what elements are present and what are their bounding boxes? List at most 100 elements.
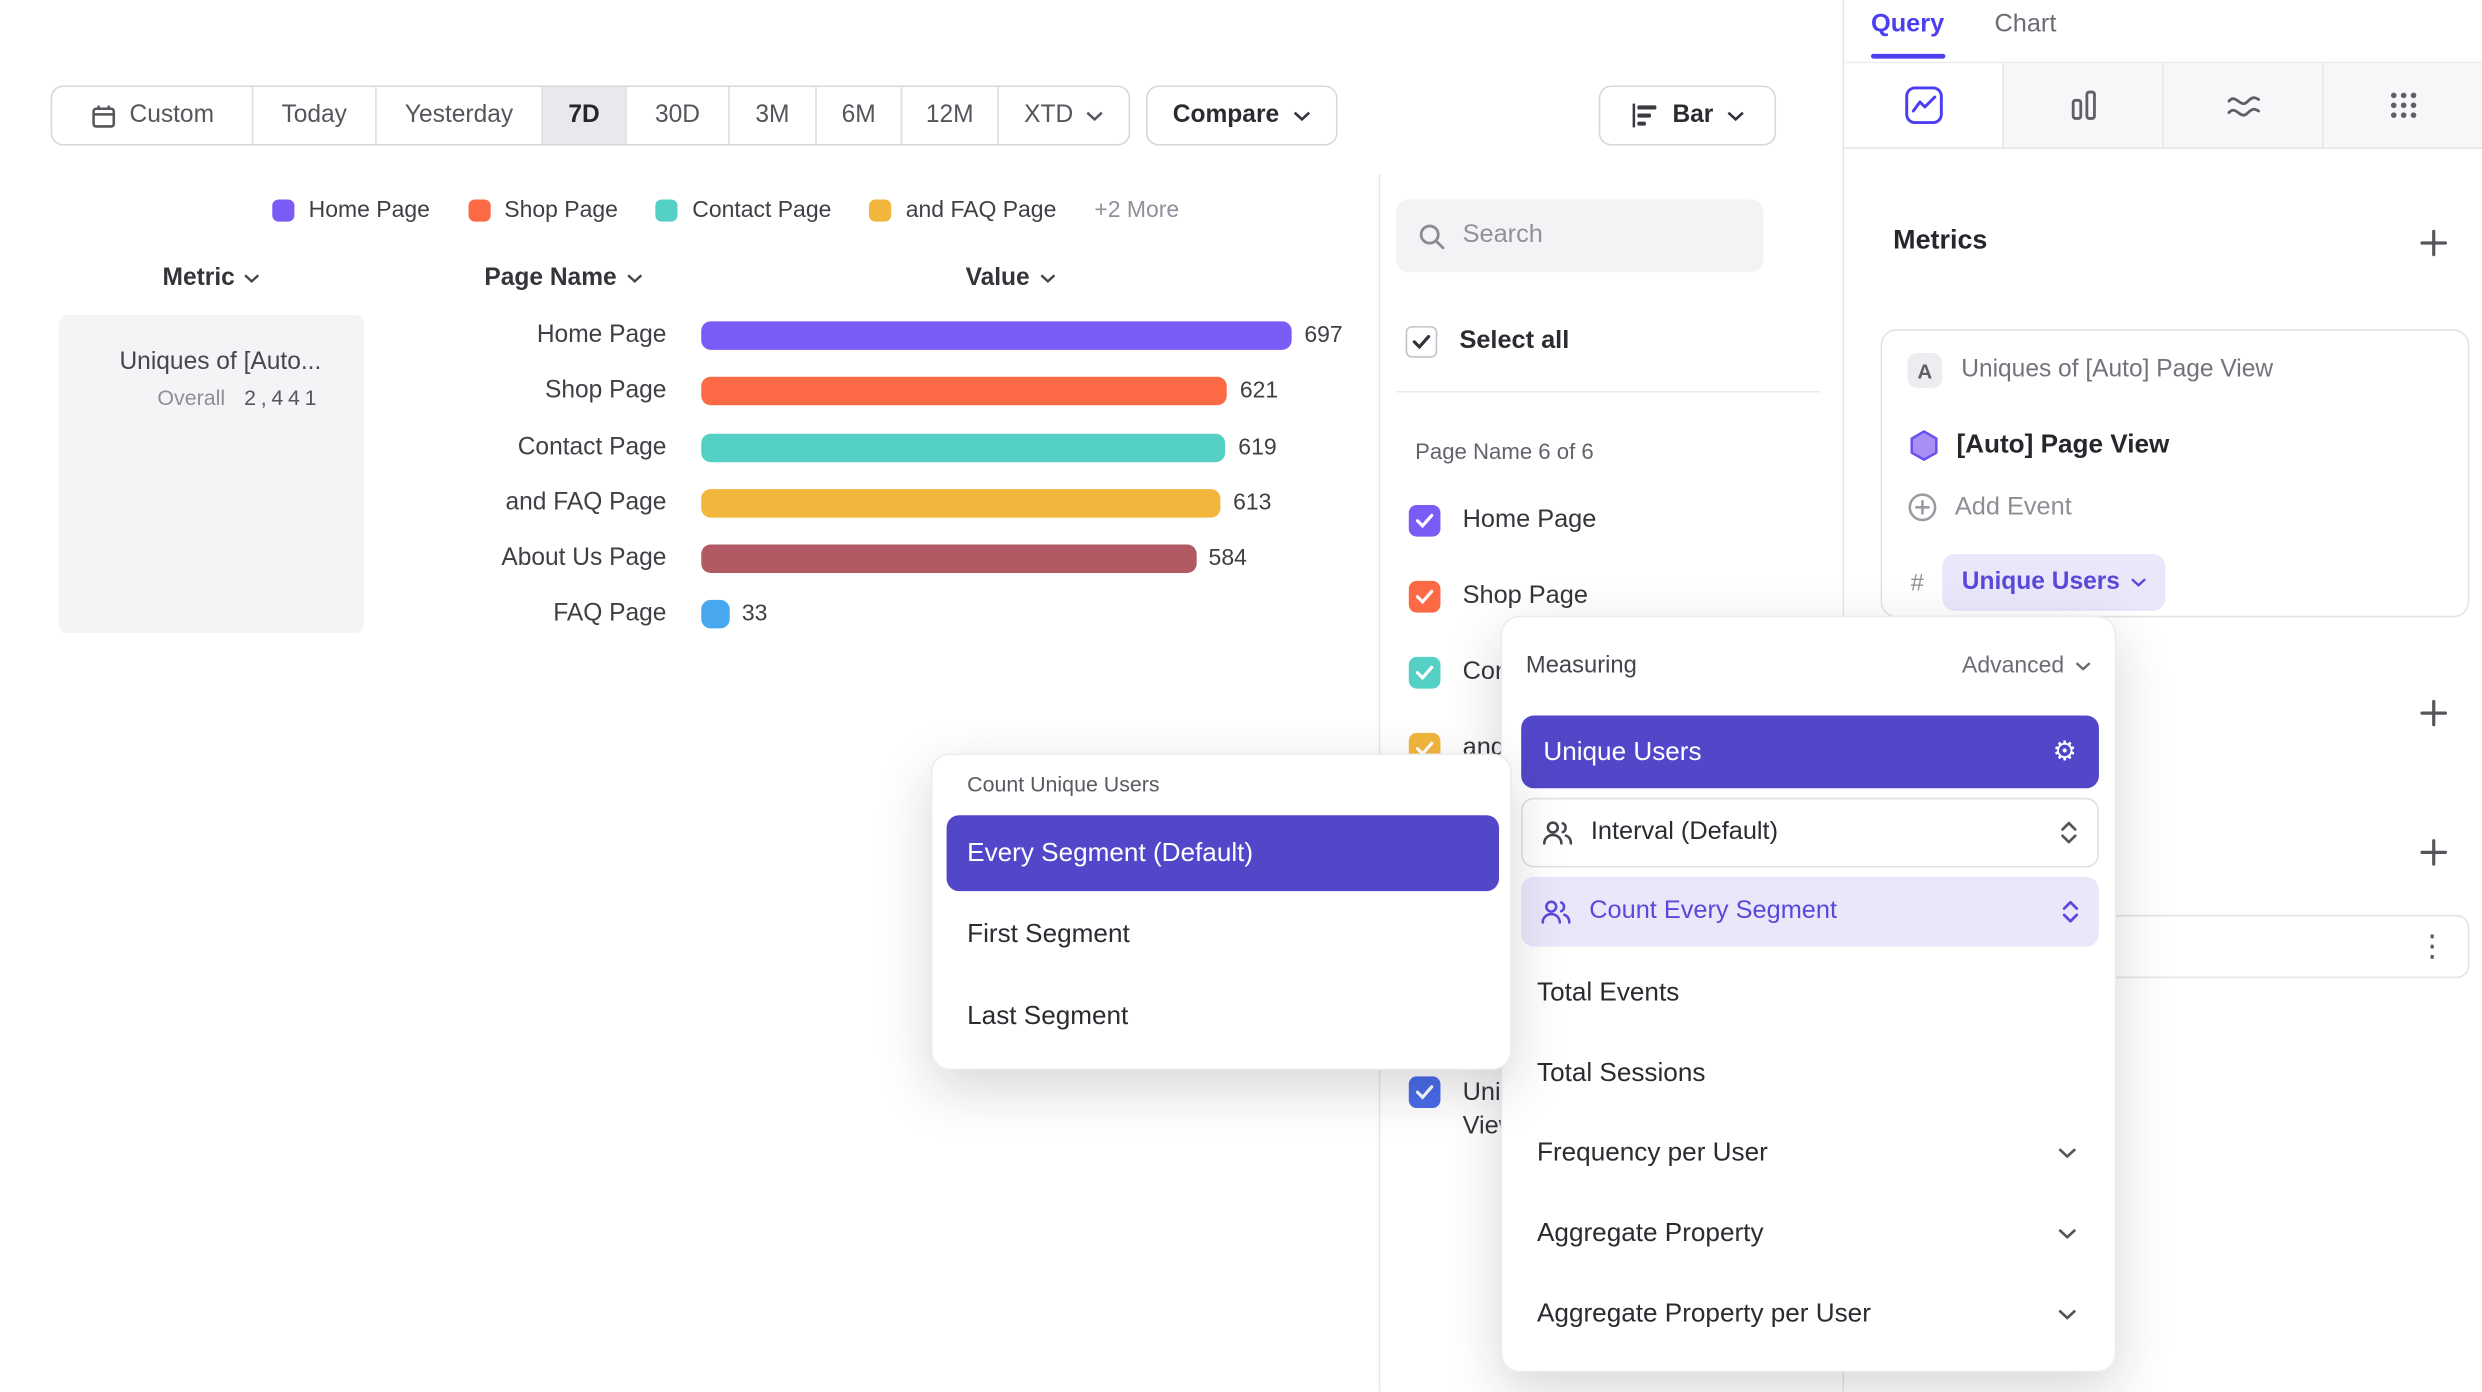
- add-filter-button[interactable]: [2419, 698, 2449, 736]
- bar-value: 697: [1304, 322, 1343, 349]
- advanced-dropdown[interactable]: Advanced: [1962, 653, 2091, 678]
- bar-category-label: FAQ Page: [553, 599, 667, 627]
- legend-swatch: [869, 199, 892, 222]
- add-event-row[interactable]: Add Event: [1907, 492, 2072, 522]
- chevron-down-icon: [2058, 1147, 2077, 1158]
- bar-row: About Us Page 584: [375, 540, 1247, 578]
- users-icon: [1543, 821, 1573, 845]
- check-icon: [1415, 665, 1434, 681]
- bar-row: and FAQ Page 613: [375, 484, 1271, 522]
- column-header-value[interactable]: Value: [966, 260, 1055, 298]
- legend-item[interactable]: and FAQ Page: [869, 198, 1056, 223]
- date-range-today[interactable]: Today: [251, 87, 375, 145]
- date-range-custom[interactable]: Custom: [52, 87, 251, 144]
- gear-icon[interactable]: ⚙: [2052, 735, 2077, 767]
- kebab-menu-icon[interactable]: ⋮: [2417, 929, 2448, 964]
- check-icon: [1412, 334, 1431, 350]
- option-label: Aggregate Property per User: [1537, 1298, 1871, 1328]
- chart-type-stacked[interactable]: [2163, 63, 2324, 148]
- bar-category-label: Shop Page: [544, 376, 667, 404]
- date-range-yesterday[interactable]: Yesterday: [375, 87, 541, 145]
- bar-faq-page[interactable]: [701, 599, 730, 629]
- legend-swatch: [655, 199, 679, 222]
- option-interval[interactable]: Interval (Default): [1521, 797, 2099, 868]
- select-all-checkbox[interactable]: [1405, 326, 1438, 358]
- date-range-3m[interactable]: 3M: [728, 87, 815, 145]
- legend-item[interactable]: Home Page: [272, 198, 430, 223]
- date-range-6m[interactable]: 6M: [815, 87, 900, 145]
- date-range-label: Today: [281, 101, 347, 129]
- compare-button[interactable]: Compare: [1146, 85, 1338, 146]
- segment-search[interactable]: [1396, 199, 1764, 273]
- bar-home-page[interactable]: [701, 321, 1292, 350]
- add-metric-button[interactable]: [2419, 228, 2449, 266]
- bar-chart-icon: [2070, 90, 2096, 120]
- checkbox-home-page[interactable]: [1408, 504, 1441, 537]
- option-unique-users[interactable]: Unique Users ⚙: [1521, 715, 2099, 789]
- legend-label: and FAQ Page: [905, 197, 1057, 224]
- chevron-down-icon: [1293, 110, 1311, 121]
- option-first-segment[interactable]: First Segment: [967, 918, 1130, 948]
- option-count-every-segment[interactable]: Count Every Segment: [1521, 876, 2099, 947]
- checkbox-metric[interactable]: [1408, 1076, 1441, 1109]
- chart-type-line[interactable]: [1844, 63, 2004, 148]
- filter-item-label: Home Page: [1462, 506, 1597, 534]
- search-input[interactable]: [1462, 221, 1732, 251]
- chevron-down-icon: [1728, 110, 1745, 121]
- option-total-sessions[interactable]: Total Sessions: [1521, 1042, 2099, 1105]
- date-range-7d[interactable]: 7D: [541, 87, 626, 145]
- stepper-icon[interactable]: [2061, 898, 2080, 926]
- select-all-row[interactable]: Select all: [1405, 326, 1569, 358]
- filter-item-home-page[interactable]: Home Page: [1408, 504, 1597, 537]
- sort-chevron-icon: [626, 274, 642, 283]
- tab-chart[interactable]: Chart: [1994, 11, 2057, 38]
- option-aggregate-property[interactable]: Aggregate Property: [1521, 1201, 2099, 1264]
- option-label: Frequency per User: [1537, 1137, 1768, 1166]
- option-last-segment[interactable]: Last Segment: [967, 1001, 1129, 1030]
- option-aggregate-property-per-user[interactable]: Aggregate Property per User: [1521, 1282, 2099, 1345]
- legend-item[interactable]: Shop Page: [467, 198, 618, 223]
- filter-item-shop-page[interactable]: Shop Page: [1408, 580, 1588, 613]
- stepper-icon[interactable]: [2059, 818, 2078, 846]
- chart-type-more[interactable]: [2323, 63, 2482, 148]
- bar-value: 584: [1208, 546, 1247, 572]
- bar-contact-page[interactable]: [701, 433, 1226, 463]
- option-label: Unique Users: [1543, 736, 1702, 766]
- aggregation-pill[interactable]: Unique Users: [1942, 554, 2166, 612]
- bar-category-label: Home Page: [536, 321, 667, 349]
- option-every-segment-default[interactable]: Every Segment (Default): [946, 815, 1500, 892]
- bar-value: 621: [1239, 378, 1279, 404]
- tab-query[interactable]: Query: [1870, 11, 1945, 38]
- measuring-popup-header: Measuring Advanced: [1526, 652, 2091, 679]
- bar-and-faq-page[interactable]: [701, 489, 1221, 518]
- date-range-30d[interactable]: 30D: [625, 87, 728, 145]
- chart-type-bar[interactable]: [2003, 63, 2164, 148]
- column-header-metric[interactable]: Metric: [59, 260, 365, 298]
- aggregation-row: # Unique Users: [1911, 554, 2166, 612]
- legend-item[interactable]: Contact Page: [655, 198, 831, 223]
- dots-grid-icon: [2390, 92, 2417, 118]
- metric-letter-badge: A: [1907, 352, 1943, 388]
- bar-shop-page[interactable]: [701, 376, 1228, 406]
- chart-type-button[interactable]: Bar: [1598, 85, 1777, 146]
- date-range-label: XTD: [1024, 101, 1074, 129]
- legend-swatch: [467, 199, 491, 222]
- search-icon: [1419, 223, 1445, 249]
- legend-more[interactable]: +2 More: [1094, 197, 1180, 224]
- option-frequency-per-user[interactable]: Frequency per User: [1521, 1121, 2099, 1184]
- option-label: Total Sessions: [1537, 1058, 1706, 1087]
- bar-about-us-page[interactable]: [701, 544, 1196, 574]
- option-total-events[interactable]: Total Events: [1521, 961, 2099, 1024]
- bar-category-label: Contact Page: [517, 433, 667, 461]
- metric-summary-cell[interactable]: Uniques of [Auto... Overall 2,441: [58, 314, 365, 634]
- event-hexagon-icon: [1910, 430, 1938, 461]
- add-breakdown-button[interactable]: [2419, 837, 2449, 875]
- column-header-page-name[interactable]: Page Name: [484, 260, 642, 298]
- checkbox-shop-page[interactable]: [1408, 580, 1441, 613]
- checkbox-contact-page[interactable]: [1408, 656, 1441, 689]
- chevron-down-icon: [2131, 578, 2147, 587]
- date-range-12m[interactable]: 12M: [900, 87, 998, 145]
- event-row[interactable]: [Auto] Page View: [1907, 429, 2169, 462]
- bar-row: Contact Page 619: [375, 429, 1277, 467]
- date-range-xtd[interactable]: XTD: [997, 87, 1128, 145]
